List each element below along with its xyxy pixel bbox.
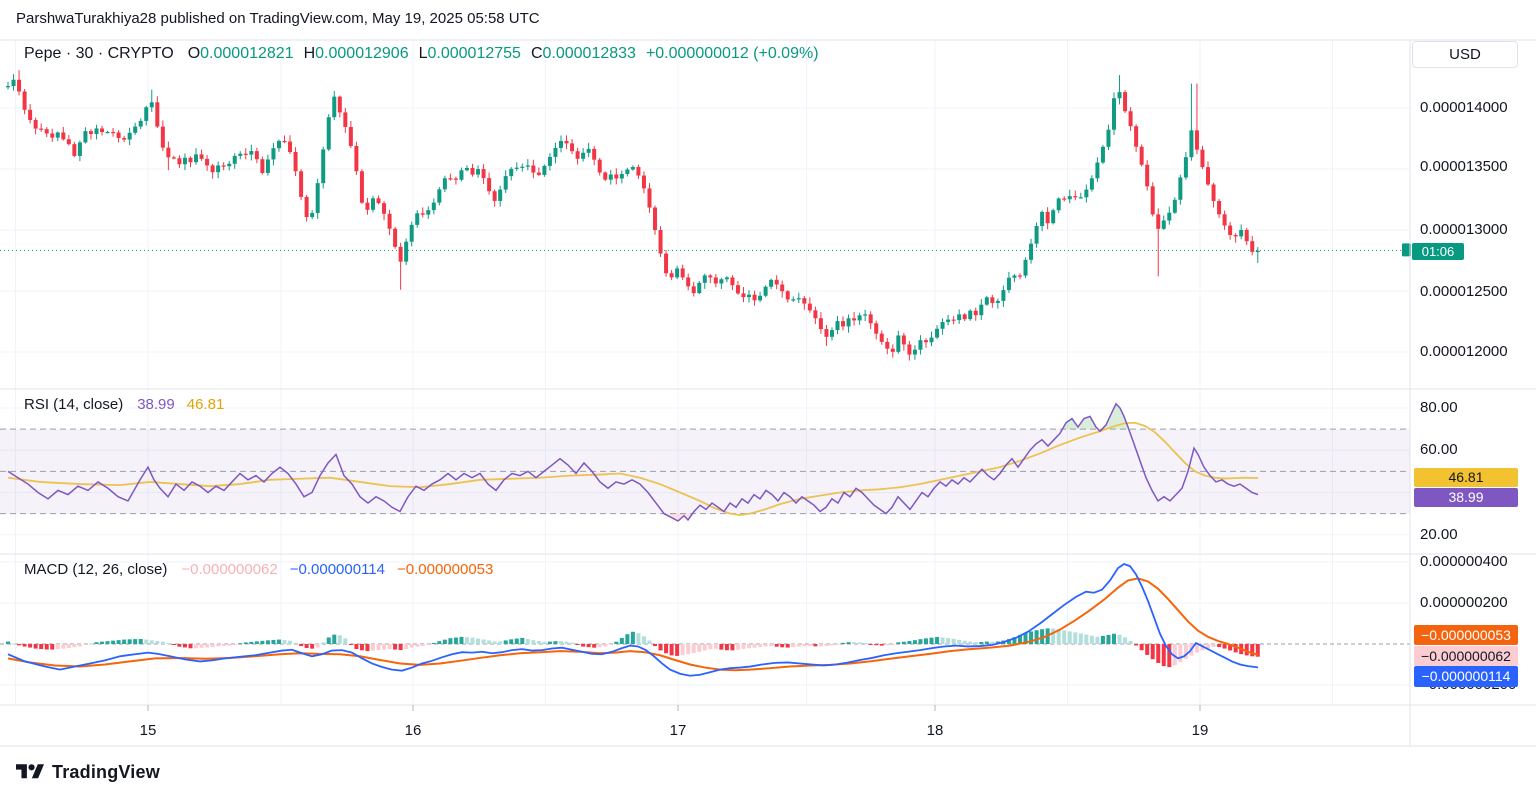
gridlines <box>0 40 1410 705</box>
price-tick: 0.000013500 <box>1420 158 1508 175</box>
rsi-tick: 60.00 <box>1420 441 1458 458</box>
tradingview-brand-text: TradingView <box>52 761 160 782</box>
macd-pane <box>0 563 1410 677</box>
open-label: O <box>187 45 201 62</box>
rsi-ma-badge: 46.81 <box>1414 468 1518 487</box>
price-tick: 0.000012000 <box>1420 343 1508 360</box>
time-label-18: 18 <box>926 722 944 739</box>
macd-tick: 0.000000400 <box>1420 553 1508 570</box>
price-tick: 0.000013000 <box>1420 221 1508 238</box>
low-value: 0.000012755 <box>427 45 521 62</box>
rsi-tick: 20.00 <box>1420 526 1458 543</box>
rsi-value: 38.99 <box>137 396 175 413</box>
time-label-15: 15 <box>139 722 157 739</box>
macd-hist-value: −0.000000062 <box>181 561 278 578</box>
time-label-17: 17 <box>669 722 687 739</box>
rsi-ma-value: 46.81 <box>186 396 225 413</box>
pane-borders <box>0 39 1536 747</box>
price-tick: 0.000012500 <box>1420 283 1508 300</box>
macd-signal-value: −0.000000053 <box>397 561 494 578</box>
price-pane <box>0 70 1411 361</box>
publish-header: ParshwaTurakhiya28 published on TradingV… <box>16 10 540 27</box>
close-value: 0.000012833 <box>542 45 636 62</box>
price-line-marker <box>1402 243 1411 257</box>
macd-signal-badge: −0.000000053 <box>1414 625 1518 645</box>
currency-button[interactable]: USD <box>1412 41 1518 68</box>
high-label: H <box>303 45 316 62</box>
rsi-line <box>7 402 1259 522</box>
macd-hist-badge: −0.000000062 <box>1414 646 1518 666</box>
tradingview-footer[interactable]: TradingView <box>16 761 160 783</box>
close-label: C <box>530 45 543 62</box>
rsi-legend: RSI (14, close) 38.99 46.81 <box>24 396 224 413</box>
high-value: 0.000012906 <box>315 45 409 62</box>
change-value: +0.000000012 (+0.09%) <box>645 45 819 62</box>
macd-line-value: −0.000000114 <box>289 561 385 578</box>
macd-line <box>7 563 1259 677</box>
bar-countdown-badge: 01:06 <box>1412 243 1464 260</box>
rsi-pane <box>0 402 1410 522</box>
symbol-title[interactable]: Pepe · 30 · CRYPTO <box>24 45 174 62</box>
tradingview-logo-icon <box>16 764 44 779</box>
time-label-16: 16 <box>404 722 422 739</box>
rsi-tick: 80.00 <box>1420 399 1458 416</box>
price-tick: 0.000014000 <box>1420 99 1508 116</box>
rsi-ma-line <box>7 421 1259 517</box>
rsi-legend-title[interactable]: RSI (14, close) <box>24 396 124 413</box>
macd-line-badge: −0.000000114 <box>1414 666 1518 687</box>
symbol-legend: Pepe · 30 · CRYPTO O0.000012821 H0.00001… <box>24 45 819 63</box>
macd-signal-line <box>7 577 1259 672</box>
macd-legend-title[interactable]: MACD (12, 26, close) <box>24 561 168 578</box>
open-value: 0.000012821 <box>200 45 294 62</box>
macd-legend: MACD (12, 26, close) −0.000000062 −0.000… <box>24 561 493 578</box>
low-label: L <box>418 45 428 62</box>
time-label-19: 19 <box>1191 722 1209 739</box>
macd-tick: 0.000000200 <box>1420 594 1508 611</box>
rsi-value-badge: 38.99 <box>1414 488 1518 507</box>
